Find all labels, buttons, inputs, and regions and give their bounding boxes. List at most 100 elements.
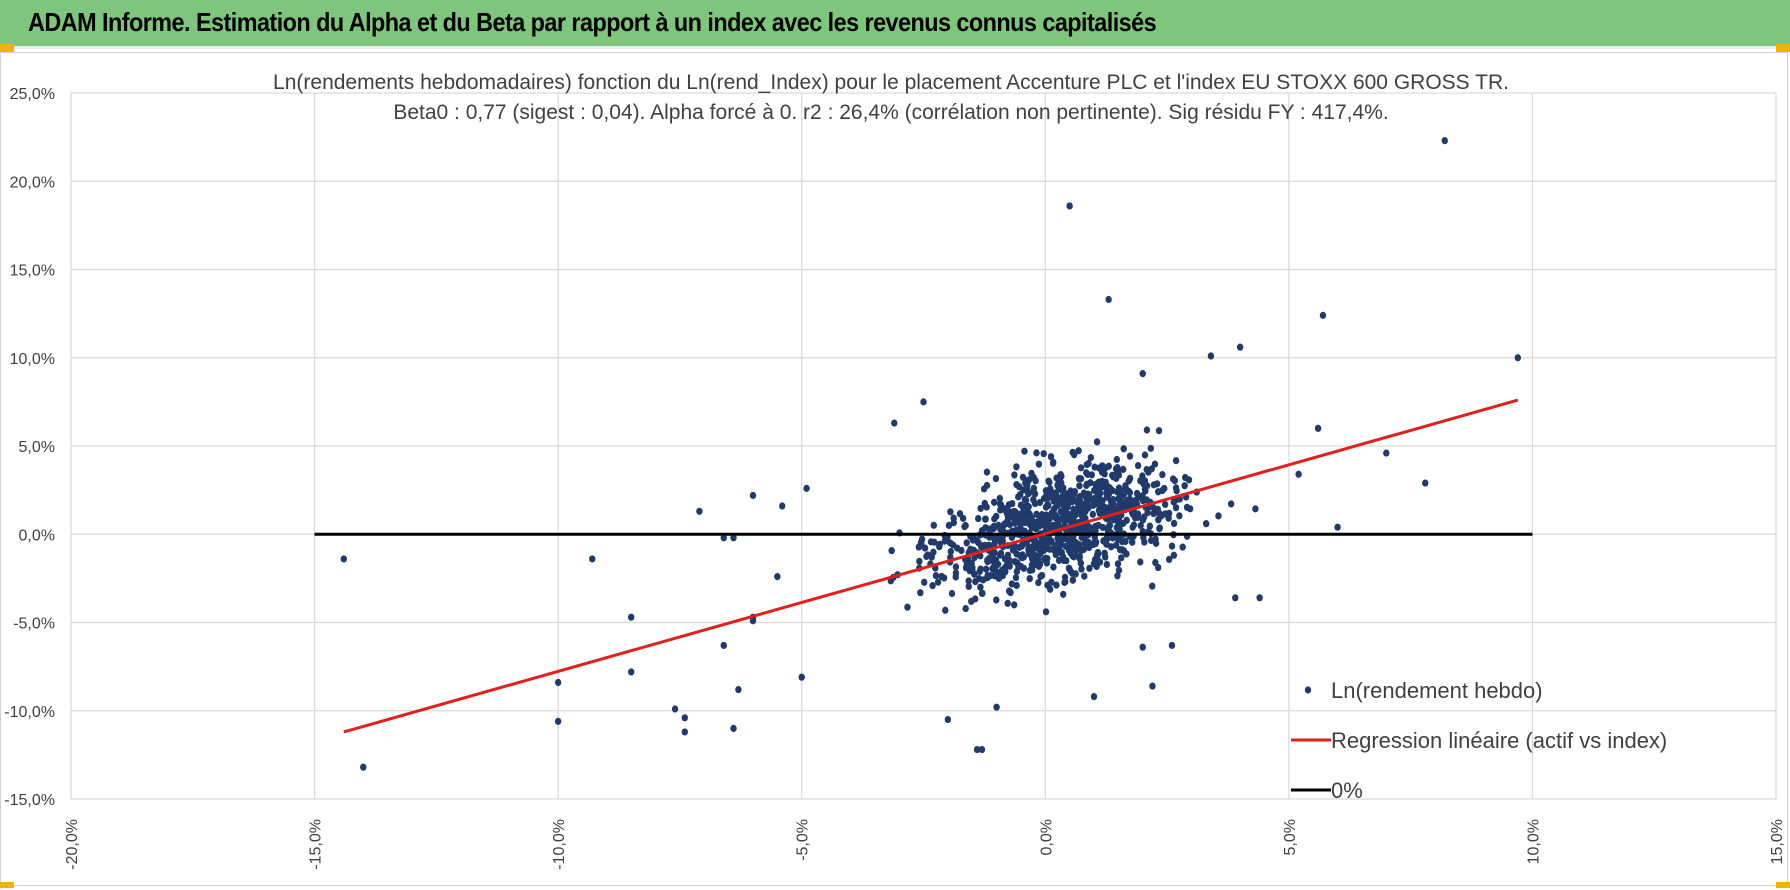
scatter-point [1090,559,1098,568]
scatter-point [963,560,971,568]
scatter-point [1014,559,1021,567]
header-bar: ADAM Informe. Estimation du Alpha et du … [0,0,1790,49]
scatter-point [730,534,737,542]
scatter-point [1042,608,1050,616]
scatter-point [991,572,998,580]
scatter-point [978,745,986,754]
scatter-point [681,714,688,722]
scatter-point [720,534,727,542]
scatter-point [730,724,737,733]
scatter-point [947,547,955,556]
header-accent-right [1776,44,1790,52]
scatter-point [1086,564,1093,572]
scatter-point [1084,499,1091,507]
scatter-point [1139,492,1146,500]
scatter-point [1061,573,1069,581]
scatter-point [1133,498,1140,506]
scatter-point [963,539,970,547]
regression-line [343,398,1519,734]
scatter-point [975,514,982,523]
scatter-point [1105,295,1112,304]
scatter-point [973,745,981,754]
scatter-point [1126,475,1133,484]
scatter-point [1143,426,1151,434]
scatter-point [1035,460,1043,468]
scatter-point [1053,474,1060,482]
x-tick-label: -15,0% [308,819,325,870]
scatter-point [1103,560,1111,569]
scatter-point [946,539,954,547]
scatter-point [1143,465,1150,474]
scatter-point [1008,499,1016,508]
scatter-point [1106,484,1113,492]
scatter-point [1006,557,1014,565]
scatter-point [1026,510,1033,518]
scatter-point [923,552,930,561]
scatter-point [1139,370,1146,378]
scatter-point [982,515,989,523]
scatter-point [1026,566,1034,575]
scatter-point [1076,497,1084,505]
scatter-point [888,547,895,555]
scatter-point [1140,513,1148,521]
scatter-point [918,535,926,543]
scatter-point [965,577,972,585]
scatter-point [1422,479,1429,487]
scatter-point [1050,563,1057,571]
scatter-point [1033,449,1040,457]
scatter-point [1137,558,1144,566]
scatter-point [1102,478,1109,486]
scatter-point [977,583,984,591]
scatter-point [720,641,727,650]
scatter-point [1067,490,1074,498]
x-tick-label: -20,0% [64,819,81,870]
scatter-point [1060,590,1067,598]
scatter-point [936,540,943,549]
scatter-point [977,565,984,573]
scatter-point [991,567,999,575]
scatter-point [1149,582,1156,590]
scatter-point [967,545,974,553]
scatter-point [983,503,990,511]
scatter-point [1058,479,1065,487]
scatter-point [628,668,635,676]
scatter-point [1232,594,1239,602]
scatter-point [1170,519,1178,528]
scatter-point [1140,480,1148,488]
scatter-point [1042,503,1050,511]
scatter-point [1122,537,1129,545]
scatter-point [972,578,979,586]
scatter-point [947,508,954,516]
scatter-point [952,573,959,581]
scatter-point [1314,424,1322,432]
scatter-point [930,548,937,556]
y-tick-label: -15,0% [4,792,55,809]
scatter-point [1319,311,1327,319]
scatter-point [798,673,805,681]
scatter-point [1256,594,1263,602]
scatter-point [980,485,988,493]
scatter-point [1090,693,1098,701]
scatter-point [932,572,940,580]
scatter-point [1334,523,1341,531]
scatter-point [1076,554,1083,562]
x-tick-label: -10,0% [551,819,568,870]
scatter-point [1078,511,1085,520]
scatter-point [1055,538,1062,547]
scatter-point [1103,540,1110,548]
scatter-point [1098,483,1105,491]
scatter-point [1047,453,1055,461]
scatter-point [1099,523,1107,532]
scatter-point [1010,601,1018,609]
x-tick-label: 15,0% [1769,819,1786,864]
scatter-point [1060,507,1067,515]
scatter-point [1089,510,1097,518]
x-tick-label: 10,0% [1525,819,1542,864]
scatter-point [749,617,757,625]
scatter-point [696,507,703,515]
scatter-point [1150,510,1157,518]
scatter-point [1017,501,1025,509]
scatter-point [1081,572,1088,580]
scatter-point [1441,137,1448,145]
scatter-point [1025,548,1032,556]
